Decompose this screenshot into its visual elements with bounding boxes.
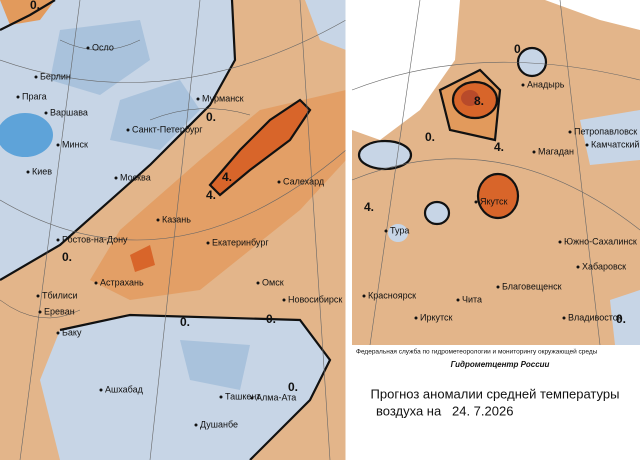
city-label: Ростов-на-Дону — [62, 234, 128, 244]
city-label: Москва — [120, 172, 151, 182]
city-label: Омск — [262, 277, 284, 287]
city-label: Владивосток — [568, 312, 622, 322]
city-label: Прага — [22, 91, 47, 101]
city-dot — [585, 143, 589, 147]
city-label: Ереван — [44, 306, 75, 316]
contour-label: 4. — [364, 200, 374, 214]
city-label: Хабаровск — [582, 261, 626, 271]
city-label: Благовещенск — [502, 281, 562, 291]
city-label: Екатеринбург — [212, 237, 269, 247]
agency-text: Федеральная служба по гидрометеорологии … — [356, 348, 598, 356]
title-line2: воздуха на — [376, 403, 442, 418]
city-label: Салехард — [283, 176, 325, 186]
city-dot — [496, 285, 500, 289]
city-dot — [256, 281, 260, 285]
city-dot — [44, 111, 48, 115]
city-dot — [94, 281, 98, 285]
city-dot — [474, 200, 478, 204]
city-dot — [99, 388, 103, 392]
city-dot — [38, 310, 42, 314]
city-label: Южно-Сахалинск — [564, 236, 637, 246]
city-dot — [26, 170, 30, 174]
city-label: Анадырь — [527, 79, 565, 89]
city-dot — [206, 241, 210, 245]
city-label: Тура — [390, 225, 409, 235]
city-dot — [576, 265, 580, 269]
city-dot — [56, 238, 60, 242]
city-dot — [126, 128, 130, 132]
city-dot — [277, 180, 281, 184]
city-label: Красноярск — [368, 290, 416, 300]
city-dot — [562, 316, 566, 320]
contour-label: 0. — [514, 42, 524, 56]
city-dot — [194, 423, 198, 427]
city-dot — [56, 143, 60, 147]
contour-label: 4. — [222, 170, 232, 184]
city-dot — [384, 229, 388, 233]
city-label: Мурманск — [202, 93, 244, 103]
contour-label: 4. — [494, 140, 504, 154]
city-dot — [34, 75, 38, 79]
city-dot — [282, 298, 286, 302]
city-label: Душанбе — [200, 419, 238, 429]
contour-label: 0. — [62, 250, 72, 264]
city-dot — [568, 130, 572, 134]
city-dot — [521, 83, 525, 87]
city-label: Осло — [92, 42, 114, 52]
city-label: Ашхабад — [105, 384, 144, 394]
contour-label: 0. — [425, 130, 435, 144]
city-label: Берлин — [40, 71, 71, 81]
forecast-date: 24. 7.2026 — [452, 403, 513, 418]
city-dot — [362, 294, 366, 298]
contour-label: 0. — [288, 380, 298, 394]
brand-text: Гидрометцентр России — [451, 360, 550, 369]
contour-label: 0. — [206, 110, 216, 124]
city-label: Тбилиси — [42, 290, 78, 300]
city-label: Минск — [62, 139, 88, 149]
city-dot — [219, 395, 223, 399]
city-label: Казань — [162, 214, 191, 224]
city-label: Алма-Ата — [256, 392, 296, 402]
city-dot — [56, 331, 60, 335]
title-line1: Прогноз аномалии средней температуры — [371, 386, 620, 401]
left-map — [0, 0, 347, 460]
contour-label: 8. — [474, 94, 484, 108]
right-map — [351, 0, 640, 460]
city-label: Ташкент — [225, 391, 260, 401]
city-label: Иркутск — [420, 312, 453, 322]
contour-label: 4. — [206, 188, 216, 202]
city-dot — [156, 218, 160, 222]
city-label: Камчатский — [591, 139, 639, 149]
city-dot — [86, 46, 90, 50]
city-dot — [16, 95, 20, 99]
contour-label: 0. — [266, 312, 276, 326]
city-dot — [36, 294, 40, 298]
city-label: Петропавловск — [574, 126, 637, 136]
contour-label: 0. — [180, 315, 190, 329]
city-dot — [114, 176, 118, 180]
city-label: Чита — [462, 294, 482, 304]
city-dot — [558, 240, 562, 244]
city-label: Астрахань — [100, 277, 144, 287]
city-label: Санкт-Петербург — [132, 124, 203, 134]
city-label: Якутск — [480, 196, 508, 206]
city-dot — [456, 298, 460, 302]
city-label: Магадан — [538, 146, 574, 156]
contour-label: 0. — [30, 0, 40, 12]
city-dot — [196, 97, 200, 101]
city-dot — [414, 316, 418, 320]
city-label: Киев — [32, 166, 52, 176]
city-label: Варшава — [50, 107, 88, 117]
city-dot — [250, 396, 254, 400]
contour-label: 0. — [616, 312, 626, 326]
city-label: Новосибирск — [288, 294, 342, 304]
city-label: Баку — [62, 327, 82, 337]
city-dot — [532, 150, 536, 154]
